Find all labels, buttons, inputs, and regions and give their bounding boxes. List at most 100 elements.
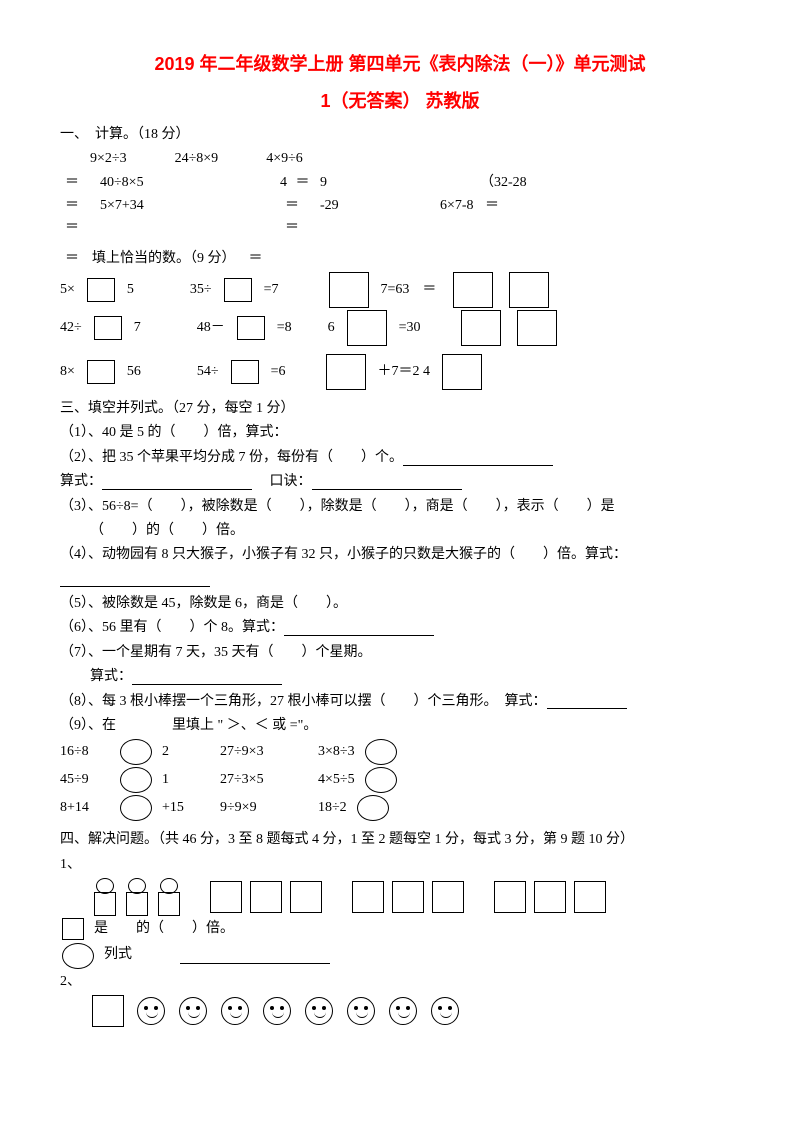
s2-r3b2: =6 [271,361,286,383]
s2-r2c2: =30 [399,317,421,339]
s2-r1b2: =7 [264,279,279,301]
cmp-r2a: 45÷9 [60,769,110,791]
s3-q7a: （7）、一个星期有 7 天，35 天有（ ）个星期。 [60,642,740,664]
eq: ＝ [485,195,595,217]
s1-row3: ＝ 5×7+34 ＝ -29 6×7-8 ＝ [60,195,740,217]
cmp-row3: 8+14 +15 9÷9×9 18÷2 [60,795,740,821]
cmp-r3c: 9÷9×9 [220,797,310,819]
s3-q6: （6）、56 里有（ ）个 8。算式： [60,617,740,639]
s4-q1c: 列式 [60,943,740,969]
s3-q4: （4）、动物园有 8 只大猴子，小猴子有 32 只，小猴子的只数是大猴子的（ ）… [60,544,740,566]
s2-head-row: ＝ 填上恰当的数。（9 分） ＝ [60,248,740,270]
square-icon [494,881,526,913]
eq: ＝ [65,217,95,239]
s1-r2d: （32-28 [480,172,600,194]
s3-q2a: （2）、把 35 个苹果平均分成 7 份，每份有（ ）个。 [60,447,740,469]
square-icon [92,995,124,1027]
smiley-icon [305,997,333,1025]
oval-icon [365,739,397,765]
s4-q1b: 是 的（ ）倍。 [60,918,740,940]
s1-r1c: 4×9÷6 [266,148,303,170]
eq: ＝ [65,195,95,217]
s3-q7b: 算式： [60,666,740,688]
blank-line [132,669,282,685]
oval-icon [120,795,152,821]
section-1: 一、 计算。（18 分） 9×2÷3 24÷8×9 4×9÷6 ＝ 40÷8×5… [60,124,740,240]
oval-icon [120,739,152,765]
s4-q1-pic [60,878,740,916]
oval-icon [120,767,152,793]
square-icon [574,881,606,913]
square-icon [290,881,322,913]
s2-r2a2: 7 [134,317,141,339]
s2-r3c: ＋7＝2 4 [378,361,431,383]
s1-row1: 9×2÷3 24÷8×9 4×9÷6 [60,148,740,170]
oval-icon [365,767,397,793]
blank-line [180,948,330,964]
box-icon [517,310,557,346]
blank-line [312,474,462,490]
s1-r3b: -29 [320,195,440,217]
square-icon [392,881,424,913]
s2-r2b: 48－ [197,317,225,339]
s3-q3a: （3）、56÷8=（ ），被除数是（ ），除数是（ ），商是（ ），表示（ ）是 [60,496,740,518]
cmp-r1d: 3×8÷3 [318,741,355,763]
s3-q8: （8）、每 3 根小棒摆一个三角形，27 根小棒可以摆（ ）个三角形。 算式： [60,691,740,713]
section-4: 四、解决问题。（共 46 分，3 至 8 题每式 4 分，1 至 2 题每空 1… [60,829,740,1027]
s2-r1a: 5× [60,279,75,301]
s1-r1b: 24÷8×9 [175,148,219,170]
eq: ＝ [422,279,436,301]
s3-q9: （9）、在 里填上 " ＞、＜ 或 ="。 [60,715,740,737]
s2-row1: 5×5 35÷=7 7=63 ＝ [60,272,740,308]
s3-q2b: 算式： 口诀： [60,471,740,493]
box-icon [326,354,366,390]
person-icon [92,878,116,916]
square-icon [250,881,282,913]
oval-icon [357,795,389,821]
cmp-r3d: 18÷2 [318,797,347,819]
box-icon [94,316,122,340]
person-icon [156,878,180,916]
box-icon [329,272,369,308]
eq: ＝ [65,248,79,270]
box-icon [87,360,115,384]
s3-head: 三、填空并列式。（27 分，每空 1 分） [60,398,740,420]
smiley-icon [431,997,459,1025]
smiley-icon [221,997,249,1025]
cmp-row1: 16÷8 2 27÷9×3 3×8÷3 [60,739,740,765]
cmp-r3a: 8+14 [60,797,110,819]
cmp-row2: 45÷9 1 27÷3×5 4×5÷5 [60,767,740,793]
s2-row3: 8×56 54÷=6 ＋7＝2 4 [60,354,740,390]
oval-icon [62,943,94,969]
s1-head: 一、 计算。（18 分） [60,124,740,146]
cmp-r3b: +15 [162,797,212,819]
s2-r2c: 6 [328,317,335,339]
s1-row2: ＝ 40÷8×5 4 ＝ 9 （32-28 [60,172,740,194]
square-icon [210,881,242,913]
title-line-1: 2019 年二年级数学上册 第四单元《表内除法（一）》单元测试 [60,50,740,79]
s4-head: 四、解决问题。（共 46 分，3 至 8 题每式 4 分，1 至 2 题每空 1… [60,829,740,851]
cmp-r2d: 4×5÷5 [318,769,355,791]
box-icon [231,360,259,384]
s4-q2-pic [60,995,740,1027]
smiley-icon [179,997,207,1025]
cmp-r1c: 27÷9×3 [220,741,310,763]
box-icon [461,310,501,346]
s2-r3a: 8× [60,361,75,383]
s3-q1: （1）、40 是 5 的（ ）倍，算式： [60,422,740,444]
square-icon [62,918,84,940]
box-icon [453,272,493,308]
eq: ＝ [285,195,315,217]
s3-q5: （5）、被除数是 45，除数是 6，商是（ ）。 [60,593,740,615]
cmp-r2c: 27÷3×5 [220,769,310,791]
s2-r3b: 54÷ [197,361,219,383]
blank-line [102,474,252,490]
s2-r1b: 35÷ [190,279,212,301]
s4-q1: 1、 [60,854,740,876]
section-3: 三、填空并列式。（27 分，每空 1 分） （1）、40 是 5 的（ ）倍，算… [60,398,740,821]
s4-q2: 2、 [60,971,740,993]
box-icon [509,272,549,308]
blank-line [403,450,553,466]
s2-r2b2: =8 [277,317,292,339]
square-icon [352,881,384,913]
